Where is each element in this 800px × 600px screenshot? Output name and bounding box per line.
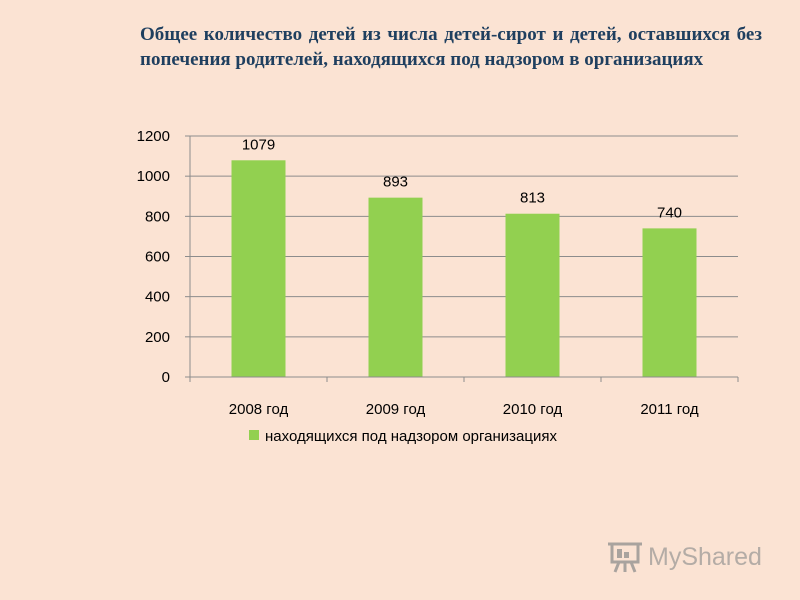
slide-title: Общее количество детей из числа детей-си… bbox=[140, 24, 762, 70]
bar bbox=[231, 160, 286, 377]
legend-label: находящихся под надзором организациях bbox=[265, 428, 557, 445]
bars bbox=[231, 160, 697, 377]
x-tick-label: 2010 год bbox=[503, 401, 563, 418]
y-tick-label: 0 bbox=[162, 369, 170, 386]
y-tick-label: 600 bbox=[145, 249, 170, 266]
data-label: 813 bbox=[520, 190, 545, 207]
data-label: 893 bbox=[383, 174, 408, 191]
bar bbox=[642, 228, 697, 377]
y-tick-label: 200 bbox=[145, 329, 170, 346]
x-tick-label: 2011 год bbox=[640, 401, 699, 418]
legend: находящихся под надзором организациях bbox=[249, 428, 557, 445]
watermark-logo: MyShared bbox=[608, 542, 762, 573]
bar bbox=[368, 197, 423, 377]
legend-swatch bbox=[249, 430, 259, 440]
data-labels: 1079 893 813 740 bbox=[242, 136, 682, 221]
presentation-board-icon bbox=[608, 542, 642, 573]
x-tick-label: 2008 год bbox=[229, 401, 289, 418]
watermark-text: MyShared bbox=[648, 543, 762, 571]
y-tick-label: 1000 bbox=[137, 168, 170, 185]
x-axis: 2008 год 2009 год 2010 год 2011 год bbox=[189, 376, 739, 418]
y-axis: 0 200 400 600 800 1000 1200 bbox=[137, 128, 191, 386]
y-tick-label: 1200 bbox=[137, 128, 170, 145]
y-tick-label: 800 bbox=[145, 208, 170, 225]
data-label: 740 bbox=[657, 204, 682, 221]
y-tick-label: 400 bbox=[145, 289, 170, 306]
data-label: 1079 bbox=[242, 136, 275, 153]
bar bbox=[505, 213, 560, 377]
x-tick-label: 2009 год bbox=[366, 401, 426, 418]
